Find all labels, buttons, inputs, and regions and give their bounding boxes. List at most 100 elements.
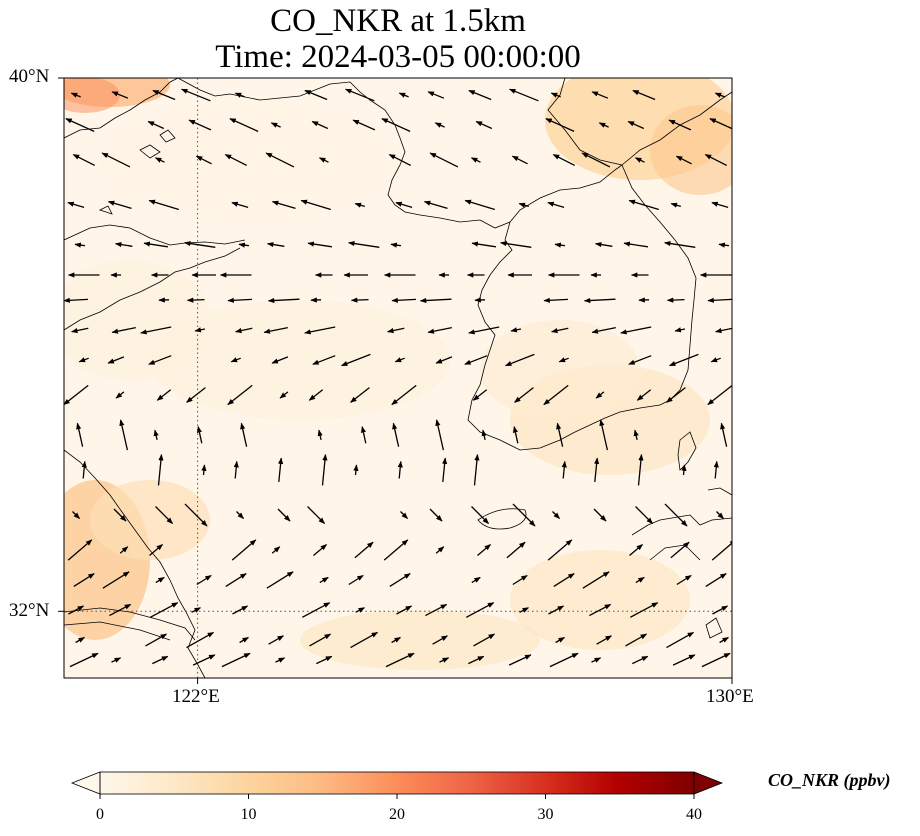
wind-arrow bbox=[543, 384, 569, 406]
wind-arrow bbox=[155, 506, 173, 524]
wind-arrow bbox=[712, 605, 729, 615]
wind-arrow bbox=[720, 422, 728, 447]
wind-arrow bbox=[628, 199, 659, 211]
wind-arrow bbox=[666, 387, 686, 403]
wind-arrow bbox=[192, 654, 216, 666]
wind-arrow bbox=[148, 199, 179, 211]
wind-arrow bbox=[194, 327, 206, 333]
wind-arrow bbox=[354, 541, 374, 559]
wind-arrow bbox=[554, 242, 565, 248]
wind-arrow bbox=[312, 355, 336, 365]
wind-arrow bbox=[360, 426, 367, 444]
wind-arrow bbox=[429, 152, 459, 168]
colorbar bbox=[70, 771, 724, 799]
wind-arrow bbox=[435, 546, 445, 554]
wind-arrow bbox=[319, 576, 329, 584]
wind-arrow bbox=[435, 419, 445, 451]
wind-arrow bbox=[719, 636, 729, 644]
wind-arrow bbox=[114, 242, 133, 248]
coastline-japan-kyushu bbox=[631, 487, 732, 639]
wind-arrow bbox=[111, 91, 129, 99]
wind-arrow bbox=[664, 240, 696, 248]
wind-arrow bbox=[152, 655, 169, 665]
wind-arrow bbox=[396, 605, 413, 615]
concentration-patch bbox=[90, 480, 210, 560]
concentration-patch bbox=[510, 550, 690, 650]
wind-arrow bbox=[635, 576, 645, 584]
wind-arrow bbox=[267, 297, 300, 304]
wind-arrow bbox=[427, 326, 452, 334]
wind-arrow bbox=[234, 92, 245, 98]
wind-arrow bbox=[191, 607, 201, 613]
wind-arrow bbox=[102, 571, 130, 589]
wind-arrow bbox=[419, 297, 452, 304]
wind-arrow bbox=[553, 573, 575, 587]
wind-arrow bbox=[304, 326, 336, 335]
wind-arrow bbox=[196, 574, 212, 586]
wind-arrow bbox=[119, 419, 129, 451]
wind-arrow bbox=[236, 511, 244, 519]
wind-arrow bbox=[668, 119, 692, 131]
wind-arrow bbox=[707, 384, 732, 406]
wind-arrow bbox=[589, 603, 612, 617]
wind-vector-field bbox=[64, 88, 732, 668]
wind-arrow bbox=[512, 574, 528, 586]
concentration-patch bbox=[150, 300, 450, 420]
wind-arrow bbox=[701, 652, 731, 668]
wind-arrow bbox=[229, 118, 259, 132]
wind-arrow bbox=[552, 511, 560, 519]
wind-arrow bbox=[518, 202, 529, 208]
wind-arrow bbox=[582, 571, 610, 589]
wind-arrow bbox=[549, 652, 579, 668]
wind-arrow bbox=[184, 240, 216, 248]
wind-arrow bbox=[599, 419, 609, 451]
wind-arrow bbox=[266, 571, 294, 589]
wind-arrow bbox=[352, 119, 376, 131]
lon-label-122e: 122°E bbox=[172, 686, 220, 707]
wind-arrow bbox=[545, 118, 575, 132]
wind-arrow bbox=[391, 297, 417, 303]
wind-arrow bbox=[633, 429, 639, 441]
wind-arrow bbox=[227, 297, 253, 303]
wind-arrow bbox=[277, 508, 291, 522]
wind-arrow bbox=[397, 460, 403, 479]
wind-arrow bbox=[307, 506, 325, 524]
wind-arrow bbox=[180, 88, 211, 102]
wind-arrow bbox=[664, 503, 688, 527]
wind-arrow bbox=[109, 603, 132, 617]
colorbar-tick-10: 10 bbox=[240, 806, 257, 823]
wind-arrow bbox=[76, 422, 84, 447]
yangtze-estuary bbox=[64, 607, 196, 641]
wind-arrow bbox=[70, 92, 81, 98]
wind-arrow bbox=[350, 297, 369, 303]
wind-arrow bbox=[471, 576, 481, 584]
co-concentration-field bbox=[64, 78, 732, 678]
coastline-china-north bbox=[64, 78, 179, 139]
wind-arrow bbox=[300, 199, 331, 211]
wind-arrow bbox=[620, 326, 652, 335]
wind-arrow bbox=[558, 357, 569, 363]
wind-arrow bbox=[471, 506, 489, 524]
wind-arrow bbox=[434, 122, 445, 128]
wind-arrow bbox=[591, 91, 609, 99]
concentration-patch bbox=[100, 100, 400, 220]
wind-arrow bbox=[389, 573, 411, 587]
wind-arrow bbox=[556, 422, 564, 447]
wind-arrow bbox=[268, 635, 284, 645]
wind-arrow bbox=[583, 297, 616, 304]
wind-arrow bbox=[423, 200, 448, 210]
wind-arrow bbox=[429, 508, 443, 522]
lat-label-40n: 40°N bbox=[9, 66, 50, 87]
wind-arrow bbox=[427, 91, 445, 99]
wind-arrow bbox=[224, 154, 247, 166]
wind-arrow bbox=[468, 326, 500, 335]
wind-arrow bbox=[232, 605, 249, 615]
wind-arrow bbox=[435, 356, 453, 364]
lon-label-130e: 130°E bbox=[706, 686, 754, 707]
lat-label-32n: 32°N bbox=[9, 600, 50, 621]
wind-arrow bbox=[595, 391, 605, 399]
wind-arrow bbox=[550, 92, 561, 98]
wind-arrow bbox=[304, 89, 328, 101]
wind-arrow bbox=[504, 353, 535, 367]
